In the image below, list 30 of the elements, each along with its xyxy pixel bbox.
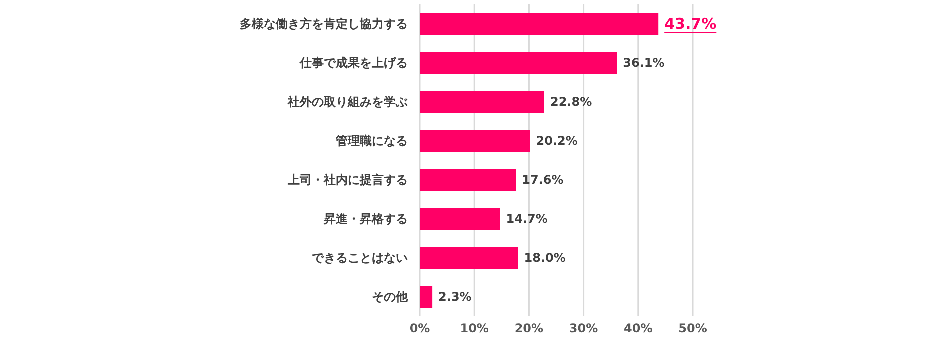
data-label: 18.0% <box>524 251 566 265</box>
x-tick-label: 50% <box>678 322 708 336</box>
data-label: 14.7% <box>506 212 548 226</box>
data-label: 22.8% <box>550 95 592 109</box>
y-tick-label: 社外の取り組みを学ぶ <box>287 94 408 109</box>
y-tick-label: できることはない <box>312 250 408 265</box>
bar <box>420 208 500 230</box>
data-label: 43.7% <box>664 15 717 33</box>
x-tick-label: 10% <box>460 322 489 336</box>
y-tick-label: その他 <box>372 290 409 304</box>
bar <box>420 13 659 35</box>
x-tick-label: 20% <box>514 322 544 336</box>
bar <box>420 52 618 74</box>
x-tick-label: 30% <box>569 322 598 336</box>
y-tick-label: 管理職になる <box>335 134 408 148</box>
data-label: 36.1% <box>623 56 665 70</box>
bar <box>420 130 530 152</box>
x-tick-label: 0% <box>410 322 430 336</box>
y-tick-label: 仕事で成果を上げる <box>299 56 408 70</box>
bar <box>420 286 433 308</box>
data-label: 2.3% <box>438 290 472 304</box>
y-tick-label: 昇進・昇格する <box>323 212 408 226</box>
bar <box>420 169 516 191</box>
y-tick-label: 多様な働き方を肯定し協力する <box>240 16 408 31</box>
y-tick-label: 上司・社内に提言する <box>287 172 408 187</box>
bar <box>420 247 518 269</box>
x-tick-label: 40% <box>624 322 653 336</box>
bar <box>420 91 544 113</box>
data-label: 17.6% <box>522 173 564 187</box>
data-label: 20.2% <box>536 134 578 148</box>
